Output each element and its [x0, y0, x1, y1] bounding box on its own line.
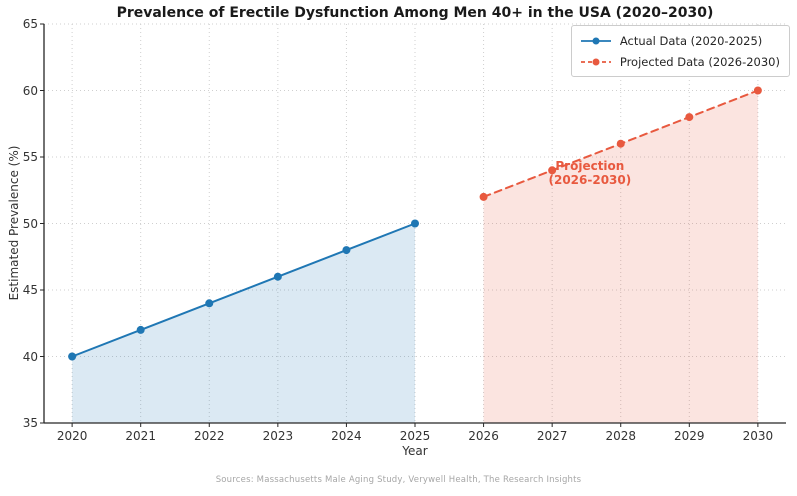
legend: Actual Data (2020-2025) Projected Data (… — [570, 25, 790, 77]
data-point-series1 — [685, 113, 694, 122]
data-point-series1 — [753, 86, 762, 95]
legend-swatch-projected-icon — [580, 58, 611, 65]
data-point-series0 — [273, 272, 282, 281]
data-point-series0 — [136, 325, 145, 334]
y-tick-label: 55 — [22, 150, 38, 164]
series-line-0 — [71, 222, 416, 358]
y-axis-label: Estimated Prevalence (%) — [7, 145, 21, 301]
data-point-series0 — [411, 219, 419, 228]
data-point-series1 — [479, 192, 488, 201]
x-tick-label: 2025 — [399, 429, 431, 443]
y-tick-label: 40 — [22, 349, 38, 364]
data-point-series1 — [616, 139, 625, 148]
data-point-series0 — [68, 352, 77, 361]
x-tick-label: 2023 — [262, 429, 294, 443]
legend-label-actual: Actual Data (2020-2025) — [619, 33, 763, 48]
x-tick-label: 2026 — [468, 429, 499, 443]
x-tick-label: 2021 — [125, 429, 156, 443]
area-fill-0 — [72, 223, 415, 423]
y-tick-label: 65 — [22, 17, 38, 31]
x-tick-label: 2022 — [193, 429, 225, 443]
x-tick-label: 2030 — [742, 429, 774, 443]
x-tick-label: 2027 — [536, 429, 568, 443]
legend-item-projected: Projected Data (2026-2030) — [579, 51, 780, 72]
legend-swatch-actual-icon — [580, 37, 611, 44]
y-tick-label: 60 — [22, 83, 38, 98]
legend-item-actual: Actual Data (2020-2025) — [579, 30, 780, 51]
projection-annotation: Projection (2026-2030) — [548, 159, 631, 187]
annotation-line1: Projection — [555, 158, 625, 173]
legend-marker-projected — [592, 58, 600, 65]
data-point-series0 — [342, 246, 351, 255]
x-axis-label: Year — [402, 444, 428, 458]
annotation-line2: (2026-2030) — [548, 172, 632, 187]
chart-title: Prevalence of Erectile Dysfunction Among… — [116, 5, 714, 21]
data-point-series1 — [548, 166, 557, 175]
source-note: Sources: Massachusetts Male Aging Study,… — [215, 475, 582, 485]
legend-label-projected: Projected Data (2026-2030) — [619, 54, 780, 69]
data-point-series0 — [205, 299, 214, 308]
x-tick-label: 2029 — [674, 429, 705, 443]
x-tick-label: 2028 — [605, 429, 636, 443]
x-tick-label: 2020 — [56, 429, 88, 443]
y-tick-label: 50 — [22, 216, 38, 231]
legend-marker-actual — [592, 37, 600, 44]
y-tick-label: 45 — [22, 283, 38, 297]
x-tick-label: 2024 — [331, 429, 362, 443]
y-tick-label: 35 — [22, 416, 38, 430]
